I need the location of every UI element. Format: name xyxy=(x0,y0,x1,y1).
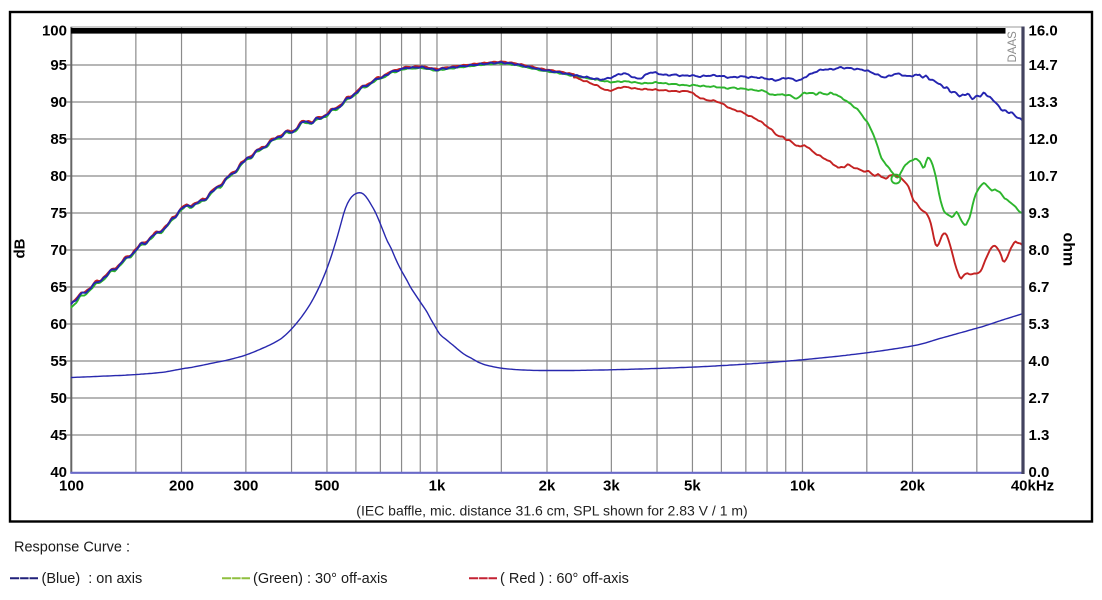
svg-text:12.0: 12.0 xyxy=(1029,131,1058,148)
svg-text:13.3: 13.3 xyxy=(1029,94,1058,111)
svg-text:10.7: 10.7 xyxy=(1029,168,1058,185)
svg-text:20k: 20k xyxy=(900,478,926,495)
svg-text:14.7: 14.7 xyxy=(1029,57,1058,74)
svg-text:60: 60 xyxy=(50,316,67,333)
svg-text:5k: 5k xyxy=(684,478,701,495)
svg-text:100: 100 xyxy=(59,478,84,495)
svg-text:500: 500 xyxy=(314,478,339,495)
svg-text:40kHz: 40kHz xyxy=(1011,478,1054,495)
svg-text:(IEC baffle, mic. distance 31.: (IEC baffle, mic. distance 31.6 cm, SPL … xyxy=(356,503,747,519)
svg-text:2k: 2k xyxy=(539,478,556,495)
svg-text:1.3: 1.3 xyxy=(1029,427,1050,444)
svg-text:8.0: 8.0 xyxy=(1029,242,1050,259)
svg-text:40: 40 xyxy=(50,464,67,481)
svg-text:45: 45 xyxy=(50,427,67,444)
svg-text:5.3: 5.3 xyxy=(1029,316,1050,333)
svg-text:2.7: 2.7 xyxy=(1029,390,1050,407)
svg-text:200: 200 xyxy=(169,478,194,495)
svg-text:50: 50 xyxy=(50,390,67,407)
svg-text:0.0: 0.0 xyxy=(1029,464,1050,481)
svg-text:(Green) : 30° off-axis: (Green) : 30° off-axis xyxy=(253,571,387,587)
svg-text:dB: dB xyxy=(12,238,29,258)
svg-text:Response Curve :: Response Curve : xyxy=(14,540,130,556)
svg-text:9.3: 9.3 xyxy=(1029,205,1050,222)
svg-text:3k: 3k xyxy=(603,478,620,495)
svg-text:55: 55 xyxy=(50,353,67,370)
svg-text:6.7: 6.7 xyxy=(1029,279,1050,296)
svg-text:70: 70 xyxy=(50,242,67,259)
svg-text:85: 85 xyxy=(50,131,67,148)
svg-text:4.0: 4.0 xyxy=(1029,353,1050,370)
svg-text:90: 90 xyxy=(50,94,67,111)
svg-text:16.0: 16.0 xyxy=(1029,23,1058,40)
svg-text:( Red ) : 60° off-axis: ( Red ) : 60° off-axis xyxy=(500,571,629,587)
svg-text:80: 80 xyxy=(50,168,67,185)
svg-text:(Blue) : on axis: (Blue) : on axis xyxy=(42,571,143,587)
svg-text:65: 65 xyxy=(50,279,67,296)
svg-text:10k: 10k xyxy=(790,478,816,495)
svg-text:DAAS: DAAS xyxy=(1007,31,1019,63)
svg-text:100: 100 xyxy=(42,23,67,40)
svg-text:75: 75 xyxy=(50,205,67,222)
svg-text:95: 95 xyxy=(50,57,67,74)
svg-text:300: 300 xyxy=(233,478,258,495)
svg-text:1k: 1k xyxy=(429,478,446,495)
svg-text:ohm: ohm xyxy=(1060,233,1077,267)
